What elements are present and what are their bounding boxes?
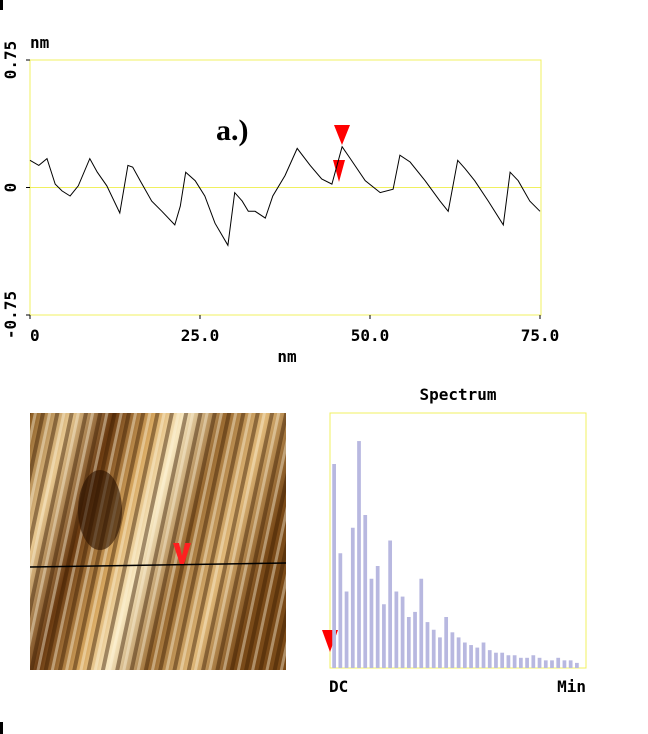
spectrum-bar [444,617,449,668]
cursor [173,543,191,564]
image-texture [30,413,286,670]
spectrum-bar [512,655,517,668]
y-tick-label: 0 [1,183,20,193]
spectrum-bar [500,652,505,668]
afm-image [29,413,287,670]
cursor [334,125,350,145]
x-tick-label: DC [329,677,348,696]
spectrum-bar [450,632,455,668]
spectrum-bar [550,660,554,668]
spectrum-bar [400,596,405,668]
spectrum-bar [456,637,461,668]
edge-mark [0,0,3,10]
chart-title: Spectrum [419,385,496,404]
spectrum-bar [332,464,336,668]
x-tick-label: Min [557,677,586,696]
spectrum-bar [438,637,442,668]
y-tick-label: 0.75 [1,41,20,80]
spectrum-bar [431,629,436,668]
spectrum-bar [369,578,374,668]
spectrum-bar [506,655,511,668]
edge-mark [0,722,3,734]
x-tick-label: 0 [30,326,40,345]
x-tick-label: 50.0 [351,326,390,345]
dark-region [78,470,122,550]
spectrum-bar [419,578,424,668]
spectrum-bar [413,611,417,668]
spectrum-bar [562,660,567,668]
profile-line [29,145,541,247]
spectrum-bar [382,604,386,668]
y-axis-label: nm [30,33,50,52]
spectrum-bar [575,662,579,668]
spectrum-bar [475,647,480,668]
y-tick-label: -0.75 [1,291,20,339]
cursor [333,160,345,182]
spectrum-bar [462,642,467,668]
spectrum-bar [375,566,380,668]
spectrum-bar [338,553,343,668]
spectrum-bar [357,441,361,668]
spectrum-bar [518,657,523,668]
profile-chart: nm nm a.) 0.75 0 -0.75 0 25.0 50.0 75.0 [1,33,559,366]
spectrum-bar [487,650,492,668]
spectrum-bar [481,642,486,668]
spectrum-bar [394,591,399,668]
spectrum-bar [425,622,430,668]
spectrum-bar [494,652,498,668]
x-axis-label: nm [277,347,297,366]
spectrum-bar [543,660,548,668]
x-tick-label: 75.0 [521,326,560,345]
spectrum-bar [556,657,561,668]
spectrum-bar [406,617,411,668]
spectrum-chart: Spectrum DC Min [322,385,587,696]
spectrum-bar [469,645,473,668]
spectrum-bar [344,591,349,668]
spectrum-bar [568,660,573,668]
spectrum-bar [350,527,355,668]
spectrum-bar [531,655,536,668]
spectrum-bar [537,657,542,668]
section-line [29,562,287,568]
plot-frame [329,412,587,669]
spectrum-bar [525,657,529,668]
spectrum-bar [388,540,393,668]
x-tick-label: 25.0 [181,326,220,345]
annotation: a.) [216,114,249,147]
spectrum-bar [363,515,368,668]
